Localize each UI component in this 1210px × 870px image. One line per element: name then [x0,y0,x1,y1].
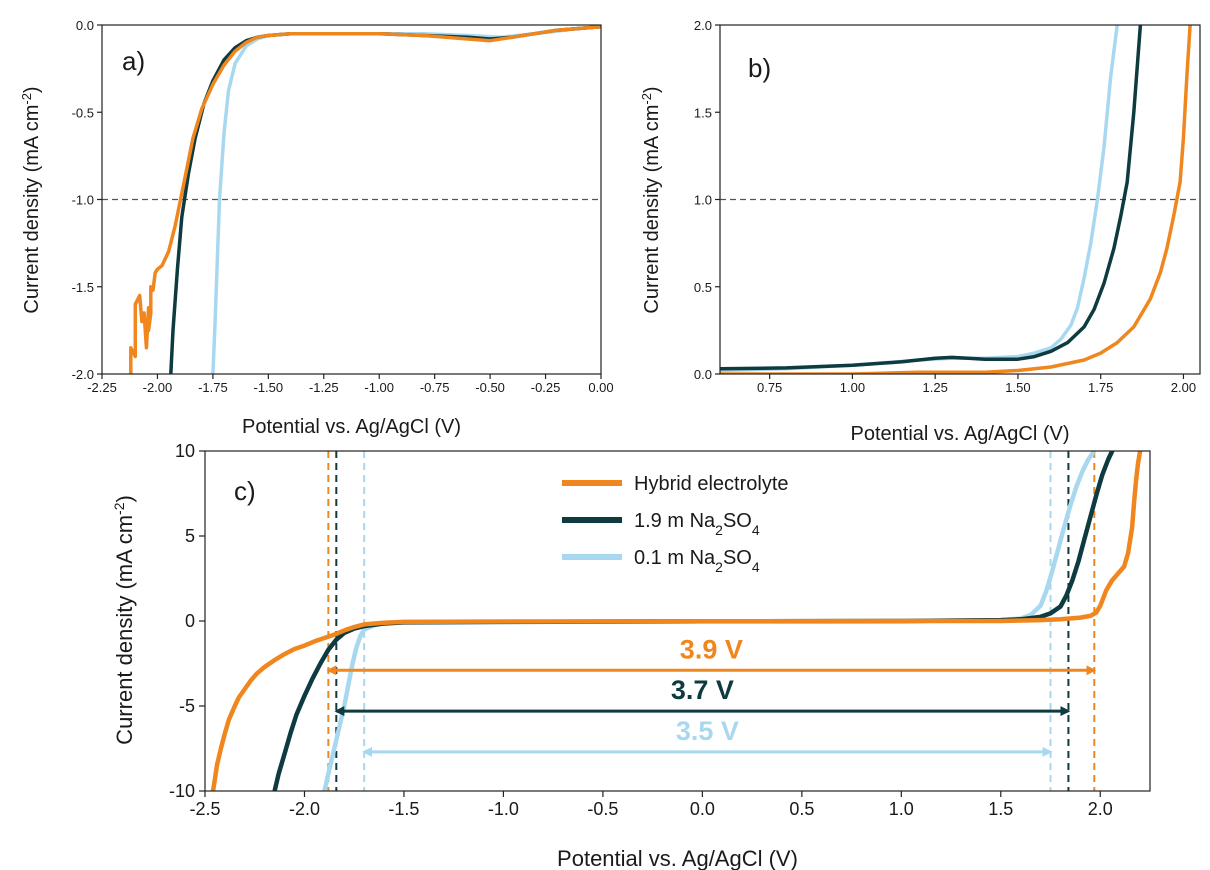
y-tick-label: -5 [179,696,195,716]
y-tick-label: 0.5 [694,280,712,295]
y-axis-label-sup: -2 [19,93,34,105]
legend-text: 1.9 m Na [634,510,716,532]
panel-c-chart: -2.5 -2.0 -1.5 -1.0 -0.5 0.0 0.5 1.0 1.5 2.0 -10 -5… [111,441,1151,870]
y-tick-label: 10 [175,441,195,461]
y-axis-label-main: Current density (mA cm [641,105,663,314]
panel-b-chart: 0.75 1.00 1.25 1.50 1.75 2.00 0.0 0.5 1.0 1.5 2.0 P… [639,18,1201,445]
x-axis-label: Potential vs. Ag/AgCl (V) [851,423,1070,445]
window-label-light: 3.5 V [676,716,739,746]
legend-label-light: 0.1 m Na2SO4 [634,547,760,575]
panel-a-chart: -2.25 -2.00 -1.75 -1.50 -1.25 -1.00 -0.75 -0.50… [19,18,614,438]
x-tick-label: 2.00 [1171,380,1196,395]
x-tick-label: 1.5 [988,799,1013,819]
x-tick-label: 0.00 [588,380,613,395]
legend-text: Hybrid electrolyte [634,473,789,495]
legend-text-after: SO [723,547,752,569]
y-tick-label: 0 [185,611,195,631]
y-axis-label: Current density (mA cm-2) [111,495,137,745]
panel-label: a) [122,46,145,76]
series-line-dark [169,25,601,374]
x-tick-label: 1.75 [1088,380,1113,395]
x-tick-label: -0.50 [475,380,505,395]
x-tick-label: -1.5 [388,799,419,819]
x-tick-label: -0.25 [531,380,561,395]
x-tick-label: 0.75 [757,380,782,395]
x-tick-label: 0.0 [690,799,715,819]
x-tick-label: -1.50 [254,380,284,395]
window-label-orange: 3.9 V [680,634,743,664]
x-tick-label: -0.75 [420,380,450,395]
y-axis-label-main: Current density (mA cm [21,105,43,314]
legend-text-after: SO [723,510,752,532]
x-tick-label: 1.0 [889,799,914,819]
series-line-light [211,25,601,374]
y-tick-label: -1.0 [72,193,94,208]
y-axis-label-sup: -2 [111,502,127,515]
legend-subscript: 4 [752,559,760,575]
x-tick-label: -2.00 [143,380,173,395]
x-tick-label: 1.50 [1005,380,1030,395]
series-line-dark [720,25,1143,371]
x-axis-label: Potential vs. Ag/AgCl (V) [242,416,461,438]
series-line-orange [129,25,601,374]
y-tick-label: -1.5 [72,280,94,295]
series-line-orange [720,25,1192,374]
x-tick-label: -2.25 [87,380,117,395]
x-tick-label: -1.75 [198,380,228,395]
legend-text: 0.1 m Na [634,547,716,569]
legend-label-dark: 1.9 m Na2SO4 [634,510,760,538]
y-tick-label: -0.5 [72,105,94,120]
x-tick-label: 1.00 [840,380,865,395]
y-tick-label: 0.0 [76,18,94,33]
x-tick-label: -1.25 [309,380,339,395]
y-tick-label: 1.5 [694,105,712,120]
y-axis-label: Current density (mA cm-2) [639,86,664,313]
legend-subscript: 2 [715,559,723,575]
x-tick-label: 0.5 [789,799,814,819]
x-tick-label: 2.0 [1088,799,1113,819]
x-tick-label: -0.5 [587,799,618,819]
x-tick-label: 1.25 [923,380,948,395]
panel-label: c) [234,476,256,506]
y-axis-label-main: Current density (mA cm [112,515,137,745]
legend-label-orange: Hybrid electrolyte [634,473,789,495]
y-tick-label: 0.0 [694,367,712,382]
x-tick-label: -1.00 [364,380,394,395]
x-tick-label: -2.0 [289,799,320,819]
y-axis-label: Current density (mA cm-2) [19,86,44,313]
x-tick-label: -1.0 [488,799,519,819]
y-axis-label-sup: -2 [639,93,654,105]
x-axis-label: Potential vs. Ag/AgCl (V) [557,846,798,870]
y-axis-label-end: ) [641,86,663,93]
series-line-light [720,25,1119,373]
panel-label: b) [748,53,771,83]
series-line-orange [210,451,1143,791]
legend-subscript: 2 [715,522,723,538]
x-tick-label: -2.5 [189,799,220,819]
legend-subscript: 4 [752,522,760,538]
y-tick-label: -10 [169,781,195,801]
y-tick-label: 5 [185,526,195,546]
y-tick-label: -2.0 [72,367,94,382]
y-axis-label-end: ) [112,495,137,502]
window-label-dark: 3.7 V [671,675,734,705]
y-axis-label-end: ) [21,86,43,93]
y-tick-label: 1.0 [694,193,712,208]
y-tick-label: 2.0 [694,18,712,33]
